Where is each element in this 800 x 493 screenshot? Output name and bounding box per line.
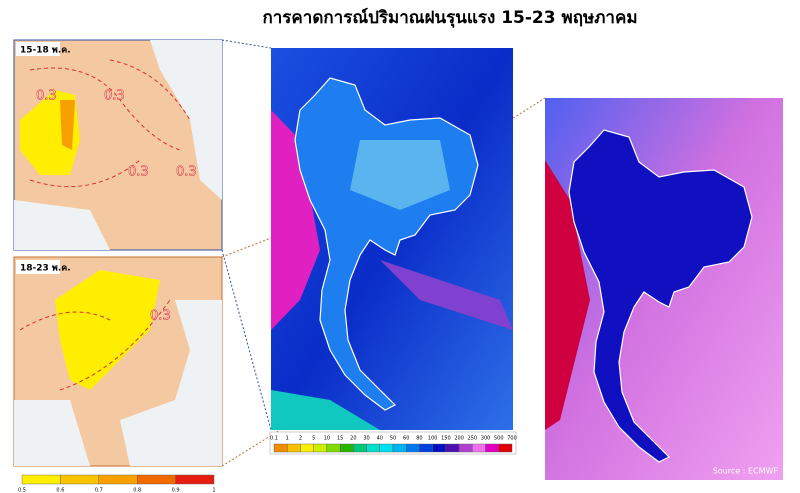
legend-label: 700 — [507, 436, 517, 442]
rain-area — [380, 260, 513, 330]
legend-swatch — [273, 443, 288, 453]
legend-label: 20 — [350, 436, 356, 442]
legend-label: 100 — [428, 436, 438, 442]
legend-label: 0.7 — [95, 488, 103, 493]
legend-swatch — [392, 443, 407, 453]
contour — [19, 299, 171, 391]
contour-label: 0.3 — [36, 89, 57, 104]
legend-swatch — [60, 474, 100, 485]
probability-area — [60, 100, 75, 150]
legend-swatch — [458, 443, 473, 453]
rain-area — [545, 160, 590, 430]
legend-label: 200 — [454, 436, 464, 442]
panel-label: 15-18 พ.ค. — [20, 46, 71, 56]
legend-label: 60 — [403, 436, 409, 442]
label-box — [16, 260, 60, 274]
legend-label: 2 — [299, 436, 302, 442]
label-box — [16, 42, 60, 56]
legend-swatch — [472, 443, 486, 453]
panel-2: 0.3 18-23 พ.ค. — [13, 256, 223, 467]
legend-label: 0.6 — [56, 488, 64, 493]
legend-swatch — [98, 474, 138, 485]
title: การคาดการณ์ปริมาณฝนรุนแรง 15-23 พฤษภาคม — [262, 7, 637, 28]
legend-swatch — [21, 474, 61, 485]
legend-swatch — [300, 443, 314, 453]
legend-swatch — [419, 443, 433, 453]
legend-label: 50 — [390, 436, 396, 442]
legend-swatch — [339, 443, 354, 453]
legend-label: 5 — [312, 436, 315, 442]
rain-area — [271, 110, 320, 330]
legend-label: 1 — [286, 436, 289, 442]
legend-label: 40 — [377, 436, 383, 442]
legend-label: 1 — [212, 488, 215, 493]
legend-swatch — [353, 443, 367, 453]
legend-swatch — [313, 443, 328, 453]
legend-swatch — [498, 443, 513, 453]
legends: 0.1 1 2 5 10 15 20 30 40 50 60 80 100 150 200 250 300 500… — [18, 431, 517, 493]
legend-label: 250 — [468, 436, 478, 442]
legend-label: 0.5 — [18, 488, 26, 493]
legend-swatch — [379, 443, 394, 453]
legend-label: 30 — [363, 436, 369, 442]
sea — [14, 400, 90, 466]
sea — [120, 300, 222, 466]
legend-label: 15 — [337, 436, 343, 442]
legend-swatch — [485, 443, 499, 453]
contour — [29, 59, 191, 188]
legend-swatch — [175, 474, 215, 485]
panel-1: 0.3 0.3 0.3 0.3 15-18 พ.ค. — [13, 39, 223, 251]
legend-label: 10 — [324, 436, 330, 442]
legend-label: 0.8 — [133, 488, 141, 493]
probability-area — [55, 270, 160, 390]
legend-label: 80 — [416, 436, 422, 442]
legend-swatch — [136, 474, 176, 485]
contour-label: 0.3 — [150, 309, 171, 324]
rainfall-map — [271, 48, 513, 430]
sea — [14, 200, 110, 250]
legend-swatch — [326, 443, 341, 453]
legend-label: 0.9 — [172, 488, 180, 493]
panel-label: 18-23 พ.ค. — [20, 264, 71, 274]
rainfall-map: Source : ECMWF — [545, 98, 783, 480]
legend-label: 300 — [481, 436, 491, 442]
legend-swatch — [432, 443, 447, 453]
legend-swatch — [366, 443, 380, 453]
legend-label: 0.1 — [270, 436, 278, 442]
sea — [150, 40, 222, 200]
rain-area — [271, 390, 380, 430]
connector — [221, 39, 272, 49]
legend-swatch — [287, 443, 301, 453]
rain-area — [350, 140, 450, 210]
legend-swatch — [406, 443, 420, 453]
legend-label: 150 — [441, 436, 451, 442]
contour-label: 0.3 — [128, 165, 149, 180]
legend-swatch — [445, 443, 460, 453]
contour-label: 0.3 — [104, 89, 125, 104]
connector — [221, 249, 272, 431]
source: Source : ECMWF — [713, 467, 779, 476]
legend-label: 500 — [494, 436, 504, 442]
contour-label: 0.3 — [176, 165, 197, 180]
